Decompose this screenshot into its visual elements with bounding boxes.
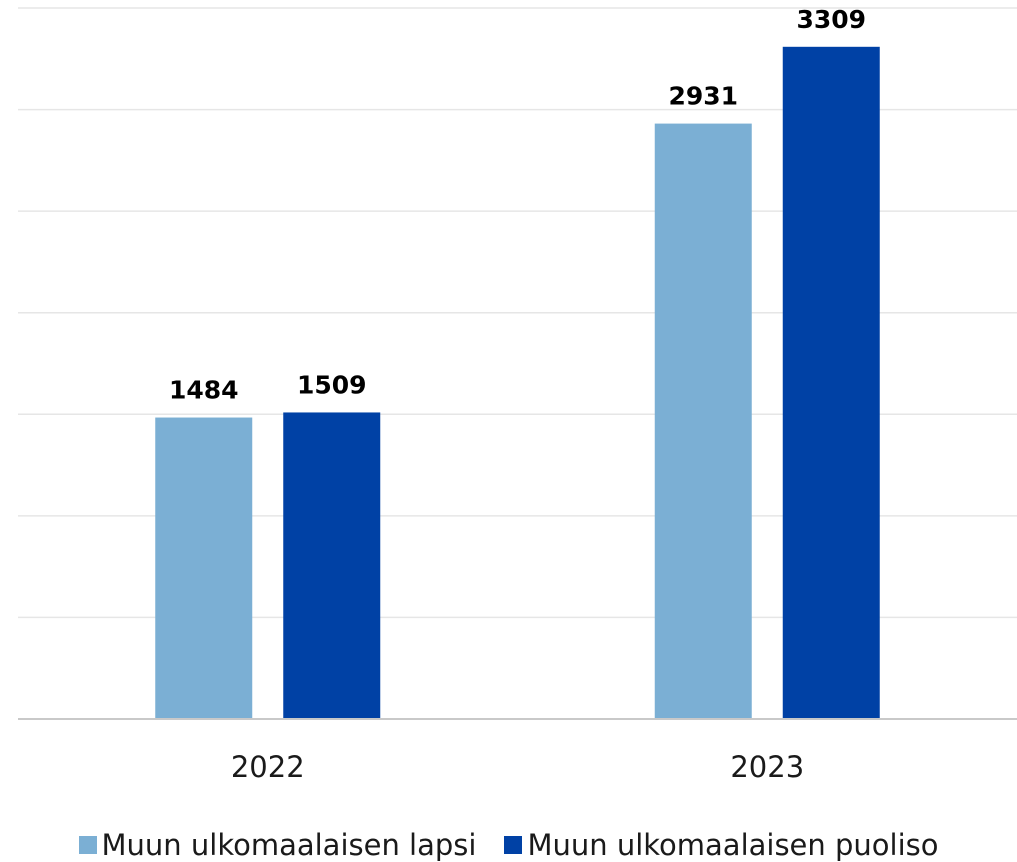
data-labels: 1484 1509 2931 3309 <box>169 5 866 405</box>
legend-swatch-lapsi <box>78 836 97 854</box>
data-label-2022-series-0: 1484 <box>169 376 239 405</box>
bar-2022-series-0 <box>155 417 253 719</box>
x-tick-label-2022: 2022 <box>231 750 305 784</box>
data-label-2022-series-1: 1509 <box>297 370 367 399</box>
legend-item-puoliso: Muun ulkomaalaisen puoliso <box>504 828 939 862</box>
bar-2023-series-1 <box>782 46 880 719</box>
bar-2022-series-1 <box>283 412 381 719</box>
data-label-2023-series-0: 2931 <box>668 82 738 111</box>
legend-item-lapsi: Muun ulkomaalaisen lapsi <box>78 828 477 862</box>
x-tick-labels: 2022 2023 <box>231 750 804 784</box>
legend-swatch-puoliso <box>504 836 523 854</box>
bar-2023-series-0 <box>654 123 752 720</box>
legend-label-lapsi: Muun ulkomaalaisen lapsi <box>101 828 477 862</box>
data-label-2023-series-1: 3309 <box>796 5 866 34</box>
x-tick-label-2023: 2023 <box>730 750 804 784</box>
bar-chart: 1484 1509 2931 3309 2022 2023 <box>18 5 1017 784</box>
bars <box>155 46 880 720</box>
legend-label-puoliso: Muun ulkomaalaisen puoliso <box>527 828 939 862</box>
legend: Muun ulkomaalaisen lapsi Muun ulkomaalai… <box>0 828 1017 862</box>
